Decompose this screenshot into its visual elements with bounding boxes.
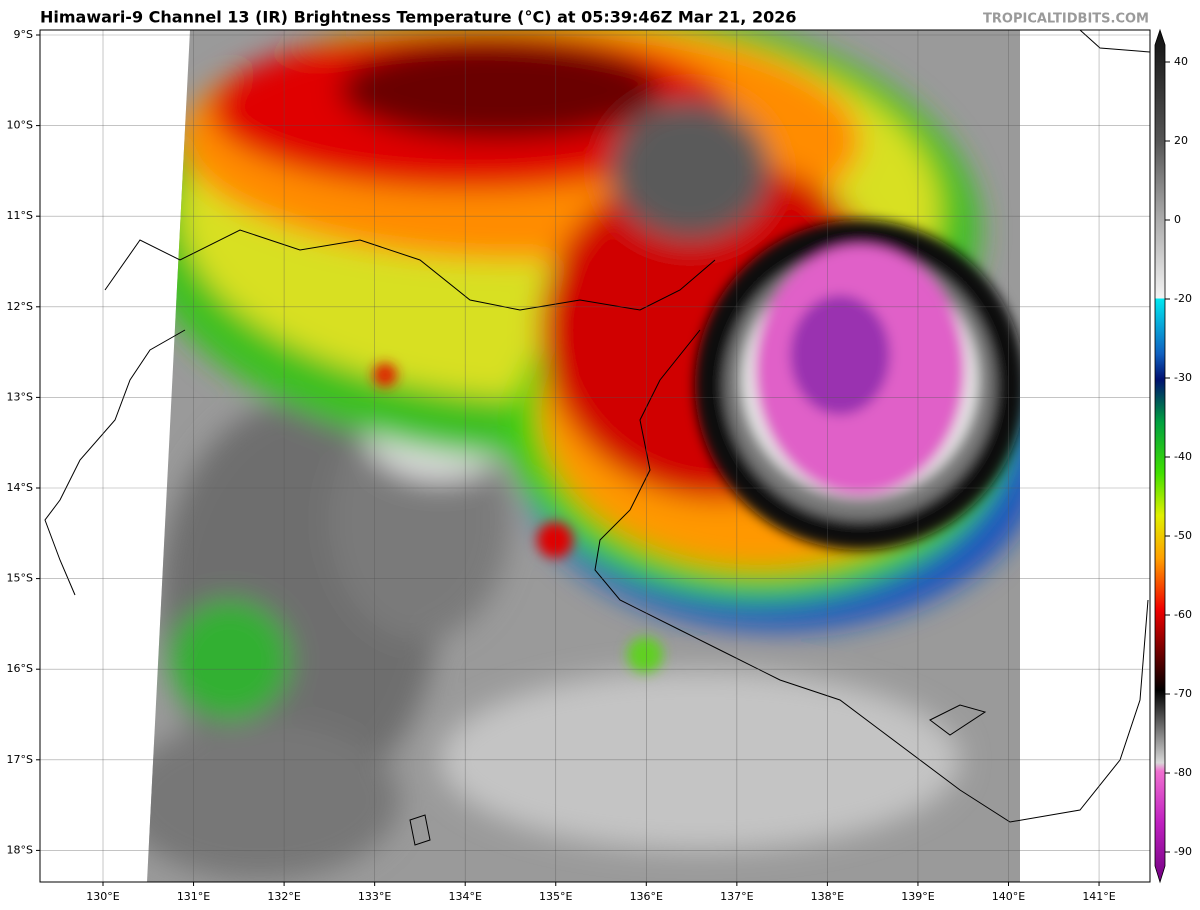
watermark: TROPICALTIDBITS.COM — [983, 12, 1149, 27]
map-frame — [39, 29, 1151, 883]
lon-label: 136°E — [630, 890, 663, 903]
lat-label: 11°S — [7, 209, 33, 222]
colorbar-label: 40 — [1174, 55, 1188, 68]
lon-label: 135°E — [539, 890, 572, 903]
colorbar-label: -20 — [1174, 292, 1192, 305]
lat-label: 12°S — [7, 300, 33, 313]
lon-label: 137°E — [720, 890, 753, 903]
colorbar-label: -70 — [1174, 687, 1192, 700]
lat-label: 16°S — [7, 662, 33, 675]
colorbar-label: -30 — [1174, 371, 1192, 384]
coastline — [594, 329, 1149, 823]
lat-label: 17°S — [7, 753, 33, 766]
lat-label: 18°S — [7, 843, 33, 856]
colorbar-label: 20 — [1174, 134, 1188, 147]
map-title: Himawari-9 Channel 13 (IR) Brightness Te… — [40, 8, 796, 27]
lat-label: 14°S — [7, 481, 33, 494]
colorbar-scale — [1154, 28, 1166, 884]
lon-label: 134°E — [448, 890, 481, 903]
coastline — [1079, 29, 1151, 53]
lon-label: 130°E — [86, 890, 119, 903]
lon-label: 131°E — [177, 890, 210, 903]
lat-label: 9°S — [14, 28, 33, 41]
colorbar-label: -60 — [1174, 608, 1192, 621]
lon-label: 133°E — [358, 890, 391, 903]
lon-label: 141°E — [1082, 890, 1115, 903]
colorbar-label: -80 — [1174, 766, 1192, 779]
satellite-imagery — [40, 30, 1150, 882]
lon-label: 139°E — [901, 890, 934, 903]
colorbar — [1154, 28, 1166, 884]
island — [409, 704, 987, 846]
graticule — [40, 30, 1150, 882]
colorbar-label: 0 — [1174, 213, 1181, 226]
lon-label: 140°E — [992, 890, 1025, 903]
coastlines — [44, 29, 1151, 846]
lat-label: 10°S — [7, 119, 33, 132]
coastline — [44, 229, 716, 596]
lon-label: 138°E — [811, 890, 844, 903]
lon-label: 132°E — [267, 890, 300, 903]
colorbar-label: -90 — [1174, 845, 1192, 858]
lat-label: 15°S — [7, 572, 33, 585]
lat-label: 13°S — [7, 390, 33, 403]
colorbar-label: -40 — [1174, 450, 1192, 463]
colorbar-label: -50 — [1174, 529, 1192, 542]
